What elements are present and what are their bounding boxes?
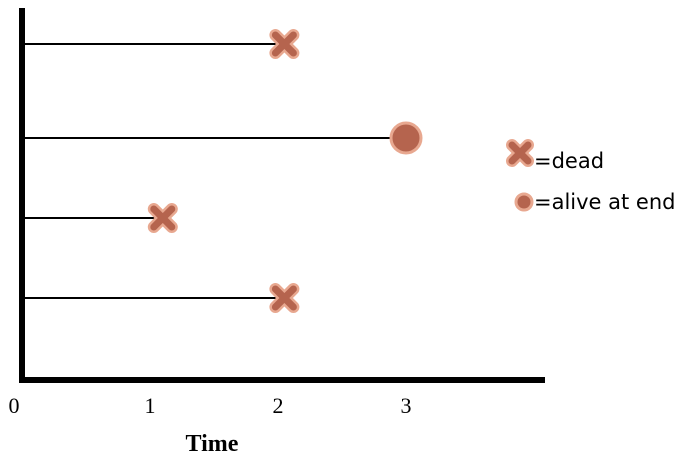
x-tick-label: 1 (145, 393, 156, 418)
legend-label-alive: =alive at end (534, 190, 676, 214)
death-x-marker (147, 203, 178, 233)
x-tick-label: 2 (273, 393, 284, 418)
legend-circle-marker (514, 192, 534, 212)
legend-x-icon (506, 139, 534, 167)
x-tick-label: 0 (9, 393, 20, 418)
legend-label-dead: =dead (534, 149, 604, 173)
alive-circle-marker (389, 121, 423, 155)
x-tick-label: 3 (401, 393, 412, 418)
markers (147, 29, 423, 313)
death-x-marker (269, 283, 300, 313)
legend-circle-icon (514, 192, 534, 212)
follow-up-lines (22, 43, 406, 299)
legend-x-marker (506, 139, 534, 167)
x-tick-labels: 0 1 2 3 (9, 393, 412, 418)
death-x-marker (269, 29, 300, 59)
x-axis-title: Time (186, 431, 239, 457)
legend: =dead =alive at end (506, 139, 676, 214)
